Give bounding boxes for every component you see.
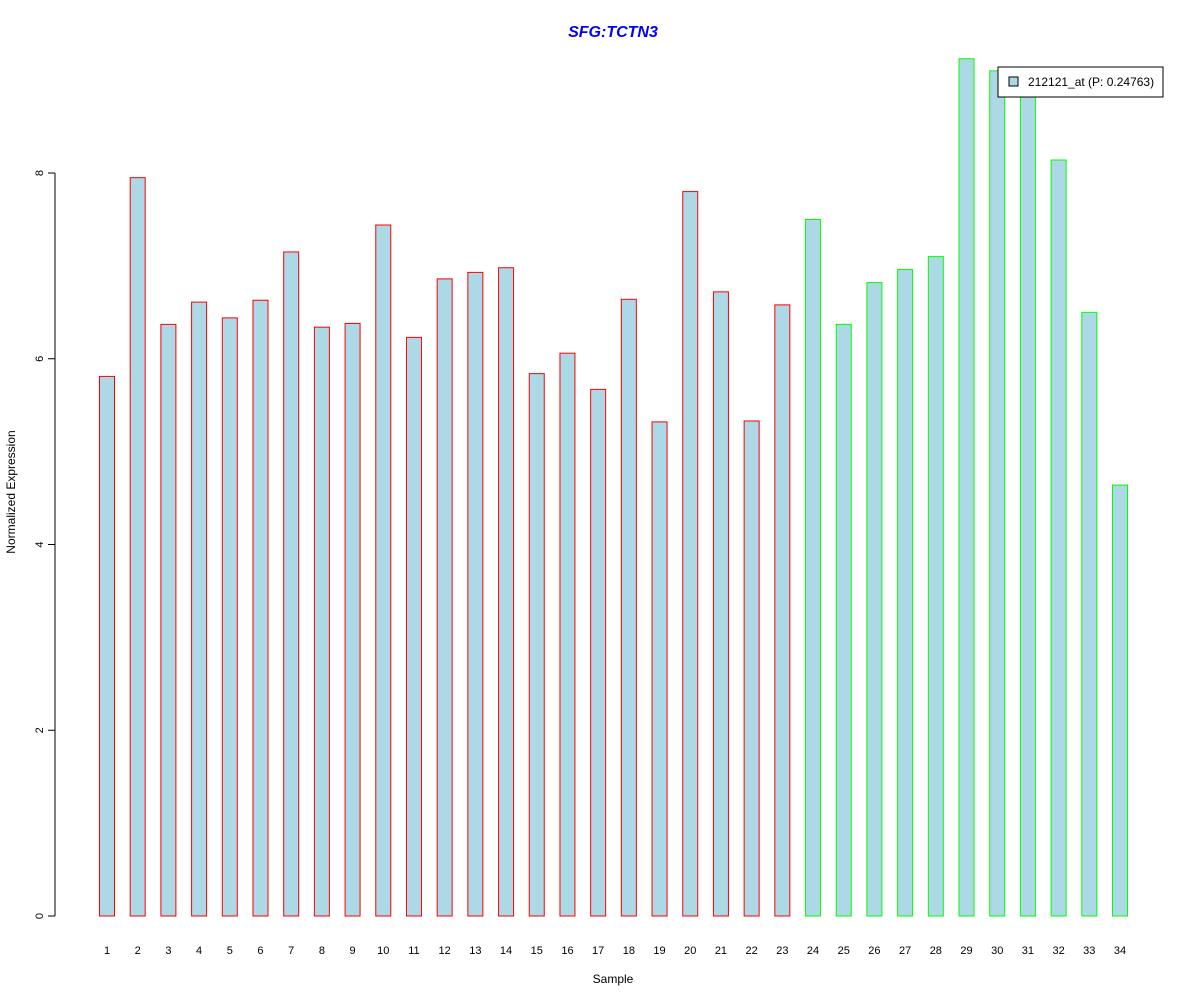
x-axis-label: Sample bbox=[593, 972, 634, 986]
x-tick-label: 31 bbox=[1022, 945, 1034, 957]
x-tick-label: 11 bbox=[408, 945, 419, 957]
y-tick-label: 4 bbox=[34, 541, 46, 547]
bar-sample-13 bbox=[467, 271, 484, 917]
bar-sample-26 bbox=[866, 282, 883, 917]
bar-sample-29 bbox=[958, 58, 975, 917]
chart-title: SFG:TCTN3 bbox=[568, 24, 658, 41]
bar-sample-6 bbox=[252, 299, 269, 917]
legend-label: 212121_at (P: 0.24763) bbox=[1028, 75, 1154, 89]
x-tick-label: 16 bbox=[561, 945, 573, 957]
x-tick-label: 1 bbox=[104, 945, 110, 957]
bar-sample-17 bbox=[590, 388, 607, 917]
x-tick-label: 23 bbox=[776, 945, 788, 957]
bar-sample-32 bbox=[1050, 159, 1067, 917]
x-tick-label: 17 bbox=[592, 945, 604, 957]
bar-sample-31 bbox=[1019, 88, 1036, 917]
bar-sample-30 bbox=[989, 70, 1006, 917]
bar-sample-24 bbox=[805, 218, 822, 917]
bar-sample-27 bbox=[897, 269, 914, 917]
x-tick-label: 29 bbox=[960, 945, 972, 957]
x-tick-label: 7 bbox=[288, 945, 294, 957]
x-tick-label: 25 bbox=[838, 945, 850, 957]
x-tick-label: 30 bbox=[991, 945, 1003, 957]
x-tick-label: 10 bbox=[377, 945, 389, 957]
bar-sample-34 bbox=[1112, 484, 1128, 917]
legend-box bbox=[997, 66, 1164, 98]
bar-sample-2 bbox=[129, 177, 146, 917]
x-tick-label: 8 bbox=[319, 945, 325, 957]
x-tick-label: 27 bbox=[899, 945, 911, 957]
bar-sample-33 bbox=[1081, 311, 1098, 917]
x-tick-label: 2 bbox=[135, 945, 141, 957]
x-tick-label: 22 bbox=[746, 945, 758, 957]
x-tick-label: 6 bbox=[257, 945, 263, 957]
x-tick-label: 3 bbox=[165, 945, 171, 957]
x-tick-label: 34 bbox=[1114, 945, 1126, 957]
bar-sample-22 bbox=[743, 420, 760, 917]
bar-sample-1 bbox=[99, 375, 115, 917]
bar-sample-23 bbox=[774, 304, 791, 917]
legend: 212121_at (P: 0.24763) bbox=[997, 66, 1164, 98]
bar-sample-3 bbox=[160, 323, 177, 917]
x-tick-label: 15 bbox=[531, 945, 543, 957]
bar-sample-18 bbox=[620, 298, 637, 917]
y-tick-label: 0 bbox=[34, 913, 46, 919]
x-tick-label: 32 bbox=[1052, 945, 1064, 957]
bar-sample-20 bbox=[682, 191, 699, 917]
x-tick-label: 26 bbox=[868, 945, 880, 957]
bar-sample-8 bbox=[313, 326, 330, 917]
bar-sample-10 bbox=[375, 224, 392, 917]
x-tick-label: 4 bbox=[196, 945, 202, 957]
x-tick-label: 20 bbox=[684, 945, 696, 957]
x-tick-label: 18 bbox=[623, 945, 635, 957]
bar-sample-11 bbox=[405, 336, 422, 917]
bar-sample-14 bbox=[498, 267, 515, 917]
bar-sample-7 bbox=[283, 251, 300, 917]
bar-sample-9 bbox=[344, 322, 361, 917]
bar-sample-5 bbox=[221, 317, 238, 917]
x-tick-label: 5 bbox=[227, 945, 233, 957]
y-tick-label: 2 bbox=[34, 727, 46, 733]
bar-sample-16 bbox=[559, 352, 576, 917]
bar-sample-15 bbox=[528, 373, 545, 917]
bar-sample-4 bbox=[191, 301, 208, 917]
y-tick-label: 8 bbox=[34, 170, 46, 176]
x-tick-label: 12 bbox=[439, 945, 451, 957]
x-tick-label: 19 bbox=[653, 945, 665, 957]
x-tick-label: 13 bbox=[469, 945, 481, 957]
y-axis-label: Normalized Expression bbox=[4, 430, 18, 553]
y-tick-label: 6 bbox=[34, 356, 46, 362]
x-tick-label: 21 bbox=[715, 945, 727, 957]
bar-sample-25 bbox=[835, 323, 852, 917]
x-tick-label: 9 bbox=[350, 945, 356, 957]
bar-sample-19 bbox=[651, 421, 668, 917]
bar-sample-28 bbox=[927, 256, 944, 917]
legend-swatch bbox=[1008, 76, 1019, 87]
x-tick-label: 14 bbox=[500, 945, 512, 957]
x-tick-label: 33 bbox=[1083, 945, 1095, 957]
bar-sample-12 bbox=[436, 278, 453, 917]
x-tick-label: 28 bbox=[930, 945, 942, 957]
bar-sample-21 bbox=[712, 291, 729, 917]
x-tick-label: 24 bbox=[807, 945, 819, 957]
